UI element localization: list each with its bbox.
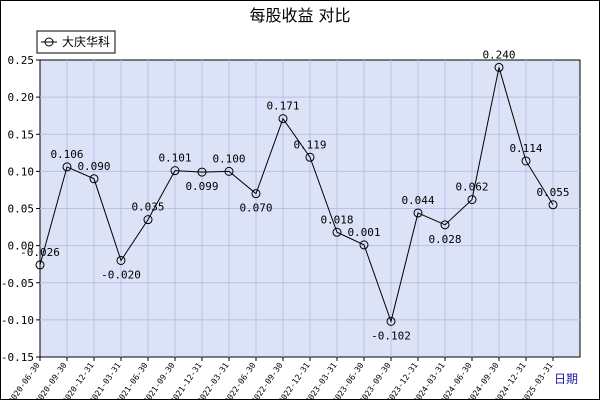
data-label: 0.100 (212, 152, 245, 165)
chart-title: 每股收益 对比 (249, 6, 350, 25)
data-label: -0.026 (20, 246, 60, 259)
y-tick-label: -0.05 (1, 277, 34, 290)
legend-box (36, 30, 116, 54)
data-label: 0.070 (239, 202, 272, 215)
data-point[interactable] (386, 316, 396, 326)
y-tick-label: -0.10 (1, 314, 34, 327)
data-label: 0.114 (509, 142, 542, 155)
legend: 大庆华科 (36, 30, 116, 54)
data-label: 0.101 (158, 152, 191, 165)
data-point[interactable] (548, 200, 558, 210)
data-point[interactable] (521, 156, 531, 166)
legend-marker-icon (44, 37, 54, 47)
data-point[interactable] (251, 189, 261, 199)
data-label: 0.044 (401, 194, 434, 207)
y-tick-label: 0.00 (8, 240, 35, 253)
y-axis: 0.25 0.20 0.15 0.10 0.05 0.00 -0.05 -0.10 -0.15 (1, 54, 40, 364)
x-axis-label: 日期 (554, 372, 578, 386)
data-label: 0.001 (347, 226, 380, 239)
data-point[interactable] (332, 227, 342, 237)
data-point[interactable] (413, 208, 423, 218)
legend-label: 大庆华科 (62, 35, 110, 49)
data-label: 0.062 (455, 181, 488, 194)
data-point[interactable] (89, 174, 99, 184)
data-point[interactable] (62, 162, 72, 172)
data-point[interactable] (278, 114, 288, 124)
data-point[interactable] (197, 167, 207, 177)
data-point[interactable] (143, 215, 153, 225)
data-label: -0.102 (371, 329, 411, 342)
data-point[interactable] (467, 195, 477, 205)
data-point[interactable] (305, 152, 315, 162)
series-line (39, 67, 554, 324)
data-point[interactable] (170, 166, 180, 176)
x-tick-label: 2020-06-30 (7, 361, 42, 400)
data-point[interactable] (35, 260, 45, 270)
data-point[interactable] (359, 240, 369, 250)
data-label: 0.090 (77, 160, 110, 173)
data-label: 0.171 (266, 100, 299, 113)
data-point[interactable] (224, 166, 234, 176)
y-tick-label: -0.15 (1, 351, 34, 364)
data-label: 0.035 (131, 201, 164, 214)
data-label: 0.119 (293, 138, 326, 151)
y-tick-label: 0.25 (8, 54, 35, 67)
data-label: 0.028 (428, 233, 461, 246)
y-tick-label: 0.15 (8, 128, 35, 141)
data-point[interactable] (116, 255, 126, 265)
x-axis: 2020-06-302020-09-302020-12-312021-03-31… (7, 357, 555, 400)
data-label: 0.018 (320, 213, 353, 226)
y-tick-label: 0.20 (8, 91, 35, 104)
y-tick-label: 0.10 (8, 165, 35, 178)
data-label: 0.099 (185, 180, 218, 193)
data-label: -0.020 (101, 268, 141, 281)
data-label: 0.055 (536, 186, 569, 199)
data-point[interactable] (440, 220, 450, 230)
data-label: 0.240 (482, 48, 515, 61)
data-label: 0.106 (50, 148, 83, 161)
grid (40, 60, 580, 357)
y-tick-label: 0.05 (8, 203, 35, 216)
data-point[interactable] (494, 62, 504, 72)
